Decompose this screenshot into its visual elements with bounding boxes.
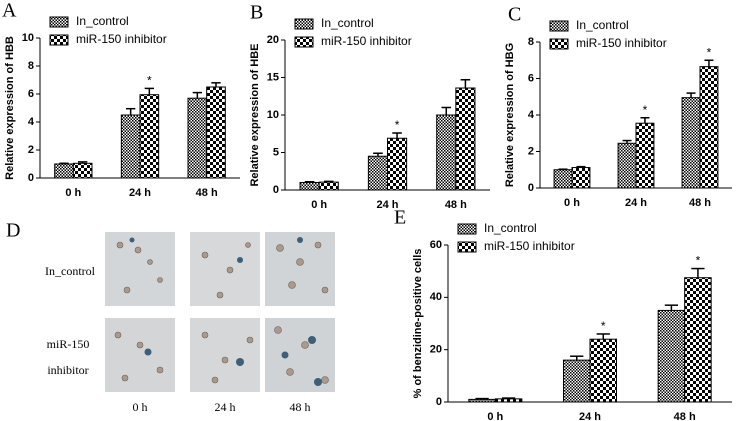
bar xyxy=(562,359,591,403)
y-tick-label: 20 xyxy=(430,344,442,356)
y-tick-label: 6 xyxy=(528,72,534,84)
x-tick-label: 48 h xyxy=(196,187,218,199)
x-tick-label: 48 h xyxy=(445,199,467,211)
photo-grid xyxy=(105,232,335,392)
legend-label: In_control xyxy=(484,221,537,235)
y-tick-label: 0 xyxy=(528,182,534,194)
legend-swatch xyxy=(457,223,477,235)
significance-mark: * xyxy=(696,254,701,268)
y-axis-label: Relative expression of HBB xyxy=(4,36,16,180)
significance-mark: * xyxy=(147,74,152,88)
x-tick-label: 0 h xyxy=(564,197,580,209)
bar xyxy=(589,338,618,403)
x-tick-label: 0 h xyxy=(65,187,81,199)
bar xyxy=(187,97,208,179)
bar xyxy=(206,86,226,179)
legend-swatch xyxy=(49,34,69,46)
x-tick-label: 0 h xyxy=(311,199,327,211)
panel-letter: D xyxy=(6,220,20,242)
legend-swatch xyxy=(549,38,569,50)
legend-swatch xyxy=(549,20,569,32)
bar xyxy=(367,155,389,191)
column-label: 0 h xyxy=(133,400,148,414)
significance-mark: * xyxy=(707,45,712,59)
bar xyxy=(139,94,160,179)
bar xyxy=(387,137,408,191)
x-tick-label: 24 h xyxy=(579,411,601,421)
y-tick-label: 20 xyxy=(267,34,279,46)
legend-swatch xyxy=(294,18,314,30)
bar xyxy=(468,398,496,403)
y-tick-label: 2 xyxy=(28,144,34,156)
y-axis-label: Relative expression of HBE xyxy=(249,43,261,186)
y-tick-label: 6 xyxy=(28,88,34,100)
significance-mark: * xyxy=(643,103,648,117)
bar xyxy=(494,398,523,403)
bar xyxy=(436,114,457,191)
bar xyxy=(318,181,339,191)
y-tick-label: 0 xyxy=(436,396,442,408)
row-label: In_control xyxy=(45,264,96,278)
y-tick-label: 15 xyxy=(267,71,279,83)
y-tick-label: 8 xyxy=(528,36,534,48)
y-axis-label: Relative expression of HBG xyxy=(504,43,516,187)
row-label: inhibitor xyxy=(47,363,88,377)
bar xyxy=(299,182,320,191)
x-tick-label: 24 h xyxy=(625,197,647,209)
bar xyxy=(72,162,93,179)
y-tick-label: 40 xyxy=(430,291,442,303)
bar xyxy=(699,66,719,189)
bar xyxy=(571,167,591,189)
bar xyxy=(455,87,476,191)
bar xyxy=(617,142,637,189)
bar xyxy=(635,122,655,189)
x-tick-label: 0 h xyxy=(487,411,503,421)
legend-label: miR-150 inhibitor xyxy=(321,34,412,48)
legend-label: In_control xyxy=(76,14,129,28)
column-label: 48 h xyxy=(290,400,311,414)
legend-label: miR-150 inhibitor xyxy=(576,36,667,50)
bar xyxy=(54,163,74,179)
y-tick-label: 2 xyxy=(528,145,534,157)
bar xyxy=(681,97,701,189)
x-tick-label: 24 h xyxy=(376,199,398,211)
significance-mark: * xyxy=(395,118,400,132)
panel-letter: A xyxy=(2,0,17,22)
legend-swatch xyxy=(49,16,69,28)
y-tick-label: 4 xyxy=(28,116,35,128)
legend-label: In_control xyxy=(576,18,629,32)
y-tick-label: 0 xyxy=(273,184,279,196)
x-tick-label: 48 h xyxy=(674,411,696,421)
legend-swatch xyxy=(294,36,314,48)
panel-letter: B xyxy=(250,2,263,24)
y-tick-label: 60 xyxy=(430,239,442,251)
column-label: 24 h xyxy=(215,400,236,414)
legend-label: In_control xyxy=(321,16,374,30)
row-label: miR-150 xyxy=(47,337,90,351)
bar xyxy=(553,169,573,189)
x-tick-label: 24 h xyxy=(129,187,151,199)
panel-letter: C xyxy=(508,4,521,26)
y-tick-label: 5 xyxy=(273,146,279,158)
y-tick-label: 10 xyxy=(267,109,279,121)
bar xyxy=(684,277,712,403)
y-axis-label: % of benzidine-positive cells xyxy=(412,249,424,399)
bar xyxy=(657,309,686,403)
significance-mark: * xyxy=(601,319,606,333)
y-tick-label: 10 xyxy=(22,32,34,44)
bar xyxy=(120,114,141,179)
y-tick-label: 8 xyxy=(28,60,34,72)
panel-letter: E xyxy=(394,207,406,229)
y-tick-label: 4 xyxy=(528,109,535,121)
legend-label: miR-150 inhibitor xyxy=(76,32,167,46)
legend-label: miR-150 inhibitor xyxy=(484,239,575,253)
x-tick-label: 48 h xyxy=(689,197,711,209)
legend-swatch xyxy=(457,241,477,253)
y-tick-label: 0 xyxy=(28,172,34,184)
